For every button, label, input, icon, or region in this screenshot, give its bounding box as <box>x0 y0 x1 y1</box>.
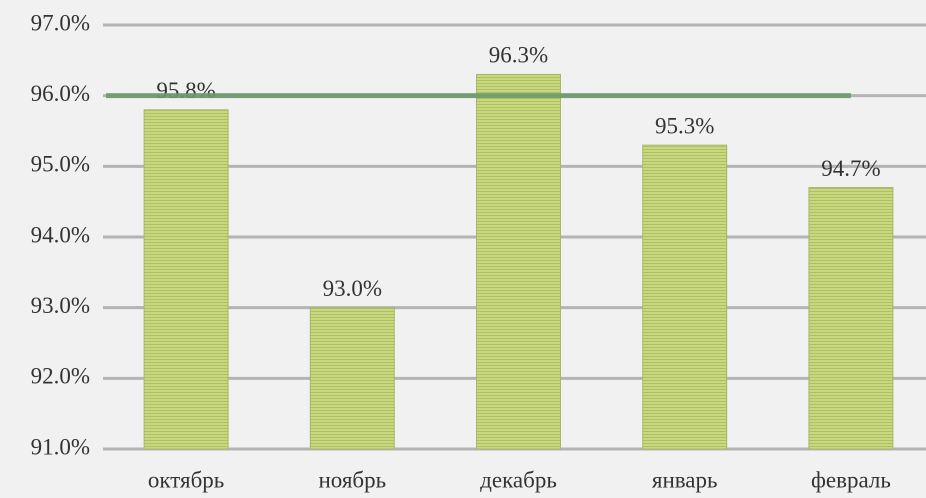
y-tick-label: 93.0% <box>31 293 90 318</box>
bar <box>642 144 728 450</box>
y-tick-label: 95.0% <box>31 152 90 177</box>
data-label: 95.3% <box>655 113 714 138</box>
y-tick-label: 97.0% <box>31 10 90 35</box>
y-tick-label: 92.0% <box>31 364 90 389</box>
bar <box>808 187 894 450</box>
data-label: 95.8% <box>156 78 215 103</box>
bar <box>309 307 395 450</box>
x-tick-label: декабрь <box>480 467 557 492</box>
data-label: 96.3% <box>489 43 548 68</box>
data-label: 94.7% <box>821 156 880 181</box>
bar <box>143 109 229 450</box>
y-tick-label: 94.0% <box>31 222 90 247</box>
x-tick-label: октябрь <box>148 467 224 492</box>
y-tick-label: 91.0% <box>31 434 90 459</box>
x-tick-label: январь <box>652 467 718 492</box>
x-tick-label: февраль <box>811 467 891 492</box>
data-label: 93.0% <box>323 276 382 301</box>
bar <box>476 73 561 450</box>
y-tick-label: 96.0% <box>31 81 90 106</box>
x-tick-label: ноябрь <box>318 467 386 492</box>
